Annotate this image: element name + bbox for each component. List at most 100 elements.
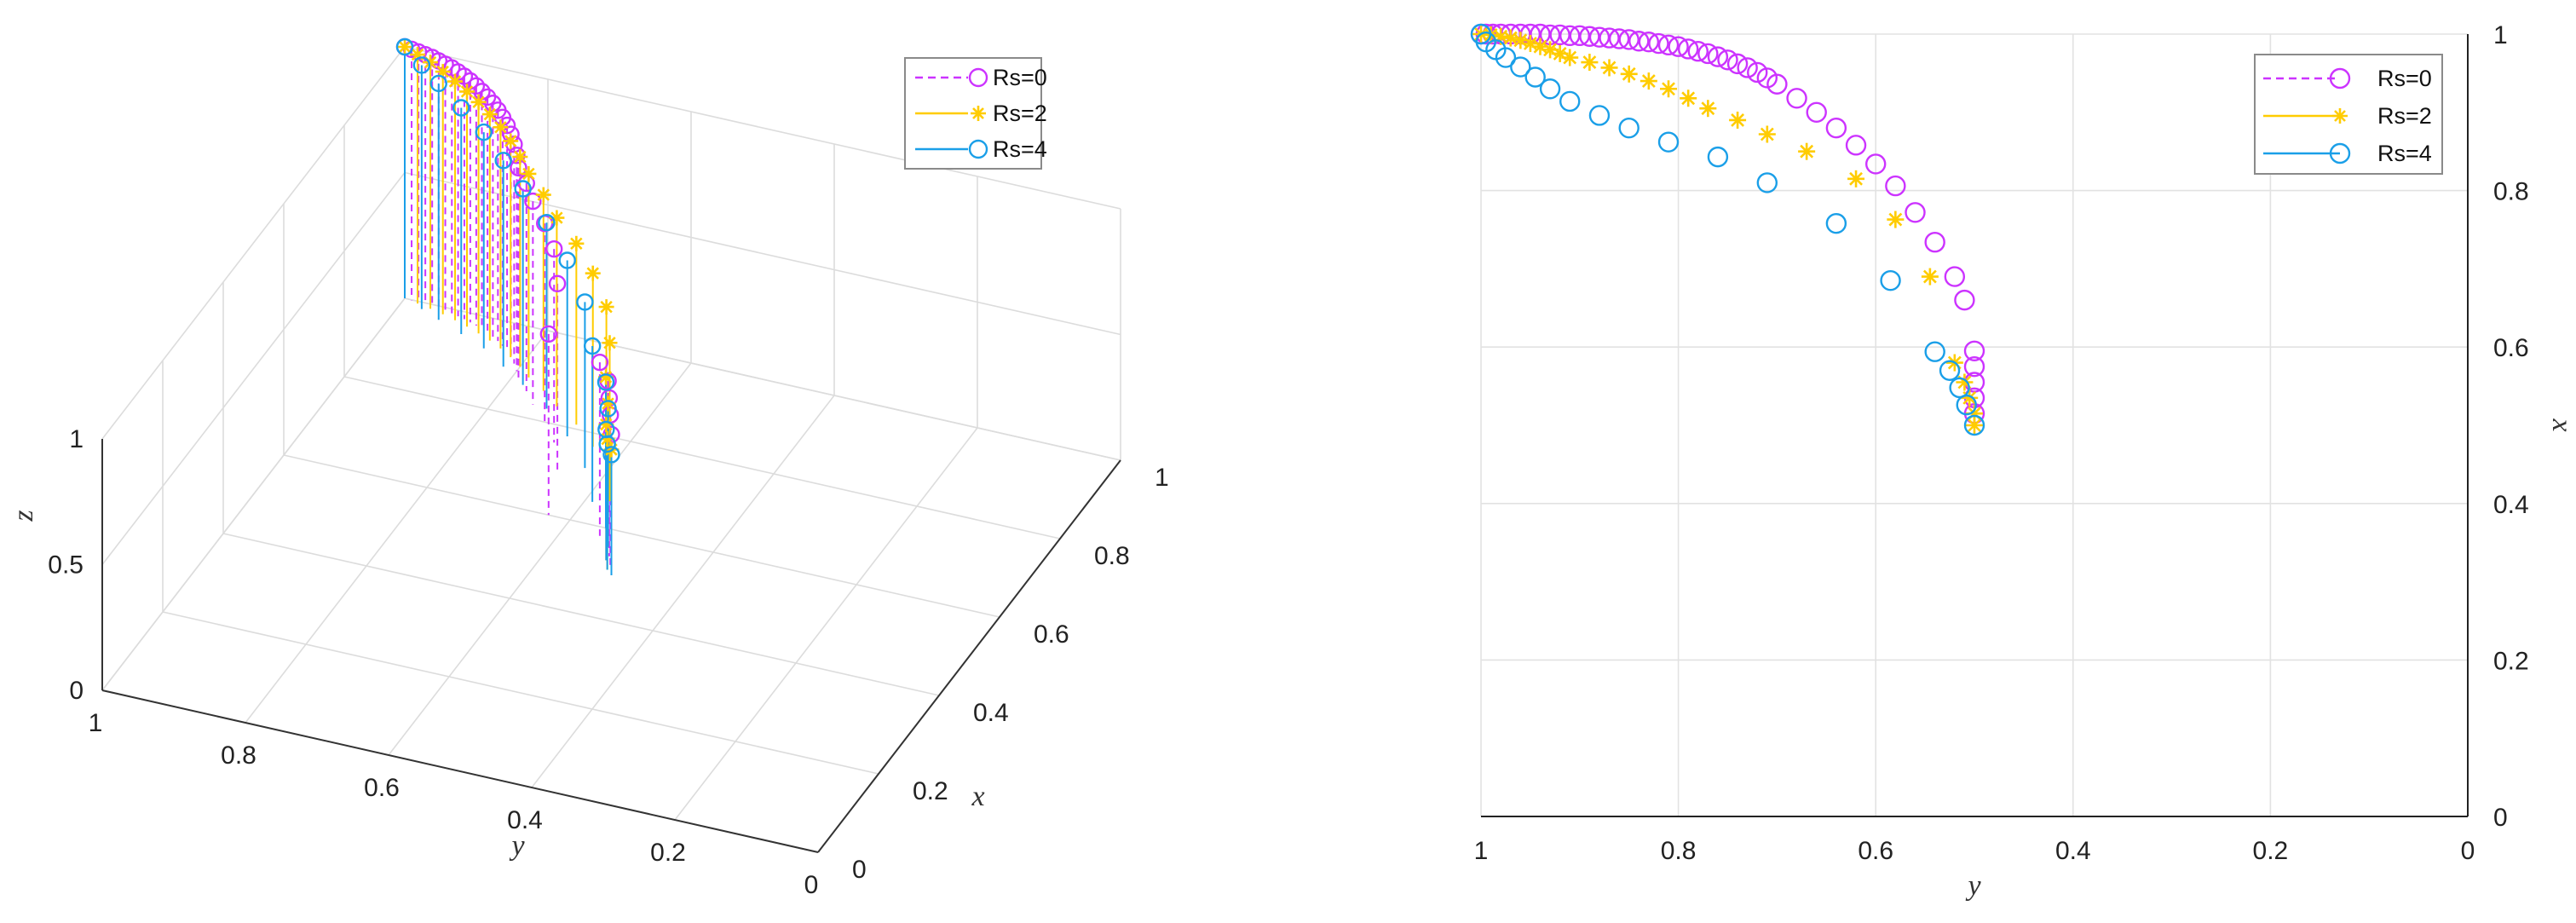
- point-rs4: [1756, 172, 1778, 193]
- x-tick-label: 1: [1474, 837, 1489, 865]
- marker-rs2: [493, 119, 509, 136]
- marker-rs4: [599, 400, 617, 418]
- marker-rs0: [591, 353, 609, 372]
- point-rs0: [1569, 25, 1591, 47]
- marker-rs2: [397, 39, 412, 55]
- marker-rs2: [585, 265, 601, 281]
- y-tick-label: 1: [2493, 21, 2508, 49]
- point-rs4: [1956, 394, 1977, 416]
- right-legend-label-rs0: Rs=0: [2377, 66, 2432, 91]
- right-series: [1470, 23, 1985, 436]
- marker-rs2: [512, 148, 528, 164]
- x-tick-label: 0.2: [2253, 837, 2289, 865]
- marker-rs0: [467, 77, 486, 95]
- point-rs0: [1618, 29, 1640, 50]
- right-2d-panel: 1 0.8 0.6 0.4 0.2 00 0.2 0.4 0.6 0.8 1 y x Rs=0 Rs…: [1470, 21, 2576, 902]
- point-rs2: [1660, 80, 1678, 98]
- point-rs0: [1737, 57, 1758, 78]
- point-rs4: [1539, 78, 1561, 100]
- left-legend-label-rs0: Rs=0: [993, 65, 1047, 90]
- point-rs0: [1924, 231, 1945, 253]
- point-rs0: [1657, 34, 1680, 56]
- floor-grid-x: [222, 533, 940, 696]
- marker-rs2: [458, 84, 475, 100]
- x-tick-label: 0: [2461, 837, 2475, 865]
- point-rs0: [1608, 28, 1630, 49]
- y-tick-label: 0.2: [650, 839, 686, 867]
- marker-rs4: [475, 123, 493, 141]
- point-rs4: [1939, 360, 1961, 381]
- left-3d-markers: [395, 37, 620, 464]
- marker-rs2: [481, 107, 498, 123]
- point-rs2: [1887, 211, 1905, 228]
- right-legend-marker-rs2: [2332, 108, 2348, 124]
- point-rs2: [1699, 100, 1717, 118]
- marker-rs2: [602, 335, 618, 351]
- point-rs2: [1680, 89, 1697, 107]
- marker-rs0: [524, 192, 542, 211]
- point-rs0: [1668, 36, 1689, 57]
- point-rs2: [1729, 111, 1747, 129]
- right-tick-labels: 1 0.8 0.6 0.4 0.2 00 0.2 0.4 0.6 0.8 1: [1474, 21, 2529, 865]
- x-tick-label: 0: [852, 856, 867, 884]
- point-rs0: [1726, 53, 1749, 75]
- left-legend-label-rs2: Rs=2: [993, 101, 1047, 126]
- marker-rs2: [535, 187, 551, 203]
- x-tick-label: 1: [1155, 464, 1169, 492]
- point-rs2: [1600, 59, 1618, 77]
- point-rs0: [1905, 202, 1926, 223]
- point-rs0: [1806, 101, 1827, 124]
- left-legend-label-rs4: Rs=4: [993, 136, 1047, 162]
- y-tick-label: 0.2: [2493, 647, 2529, 675]
- point-rs2: [1581, 54, 1599, 72]
- right-xlabel: y: [1965, 870, 1981, 902]
- marker-rs2: [447, 73, 464, 89]
- point-rs0: [1885, 175, 1906, 197]
- point-rs0: [1786, 88, 1807, 109]
- x-tick-label: 0.4: [2055, 837, 2091, 865]
- x-axis-line: [817, 459, 1121, 853]
- point-rs2: [1640, 72, 1657, 90]
- point-rs0: [1599, 27, 1620, 49]
- right-legend-marker-rs0: [2329, 67, 2351, 89]
- marker-rs0: [510, 159, 527, 177]
- point-rs4: [1618, 117, 1640, 139]
- marker-rs2: [521, 165, 537, 182]
- marker-rs4: [602, 446, 620, 464]
- y-tick-label: 0.8: [2493, 178, 2529, 206]
- floor-grid-y: [674, 427, 978, 821]
- marker-rs0: [539, 325, 557, 343]
- point-rs4: [1510, 56, 1531, 78]
- point-rs2: [1620, 65, 1638, 83]
- point-rs0: [1766, 73, 1788, 95]
- wall2-grid-z: [404, 171, 1121, 336]
- left-legend: Rs=0 Rs=2 Rs=4: [904, 57, 1047, 170]
- point-rs0: [1845, 135, 1867, 156]
- marker-rs4: [538, 214, 556, 232]
- y-tick-label: 0.6: [364, 774, 400, 802]
- right-legend-label-rs2: Rs=2: [2377, 103, 2432, 129]
- point-rs0: [1963, 355, 1985, 378]
- point-rs2: [1966, 417, 1983, 434]
- marker-rs4: [558, 251, 576, 269]
- y-tick-label: 0.4: [507, 806, 543, 834]
- point-rs0: [1717, 49, 1738, 71]
- z-tick-label: 1: [69, 425, 84, 453]
- floor-grid-x: [283, 454, 1000, 618]
- point-rs0: [1677, 38, 1699, 60]
- marker-rs4: [452, 99, 470, 117]
- wall2-grid-z: [404, 46, 1121, 210]
- wall-grid-z: [101, 172, 406, 565]
- marker-rs4: [429, 74, 447, 93]
- marker-rs0: [545, 239, 563, 258]
- floor-grid-x: [162, 611, 879, 775]
- left-legend-marker-rs2: [971, 106, 986, 121]
- point-rs0: [1687, 40, 1709, 62]
- marker-rs2: [568, 235, 585, 251]
- left-legend-marker-rs4: [968, 139, 988, 159]
- point-rs2: [1798, 142, 1816, 160]
- marker-rs4: [583, 337, 602, 355]
- x-tick-label: 0.6: [1858, 837, 1893, 865]
- marker-rs0: [478, 88, 497, 107]
- y-tick-label: 0: [2493, 804, 2508, 832]
